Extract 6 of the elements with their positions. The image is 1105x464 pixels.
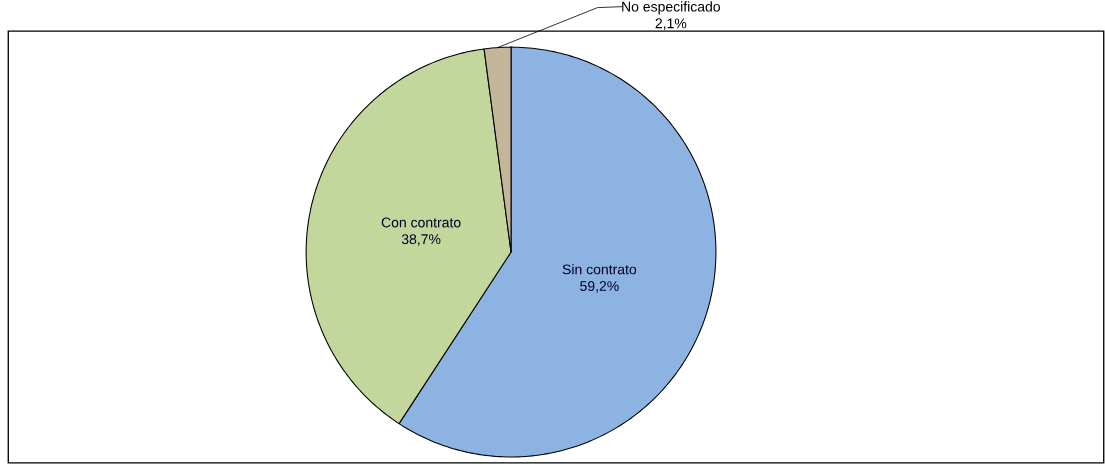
data-label: 38,7% (401, 234, 441, 246)
slice-label: Con contrato (381, 217, 461, 228)
slice-label: Sin contrato (562, 263, 637, 275)
slice-label: No especificado (622, 1, 721, 15)
data-label: 59,2% (580, 280, 619, 293)
data-label: 2,1% (655, 18, 687, 30)
